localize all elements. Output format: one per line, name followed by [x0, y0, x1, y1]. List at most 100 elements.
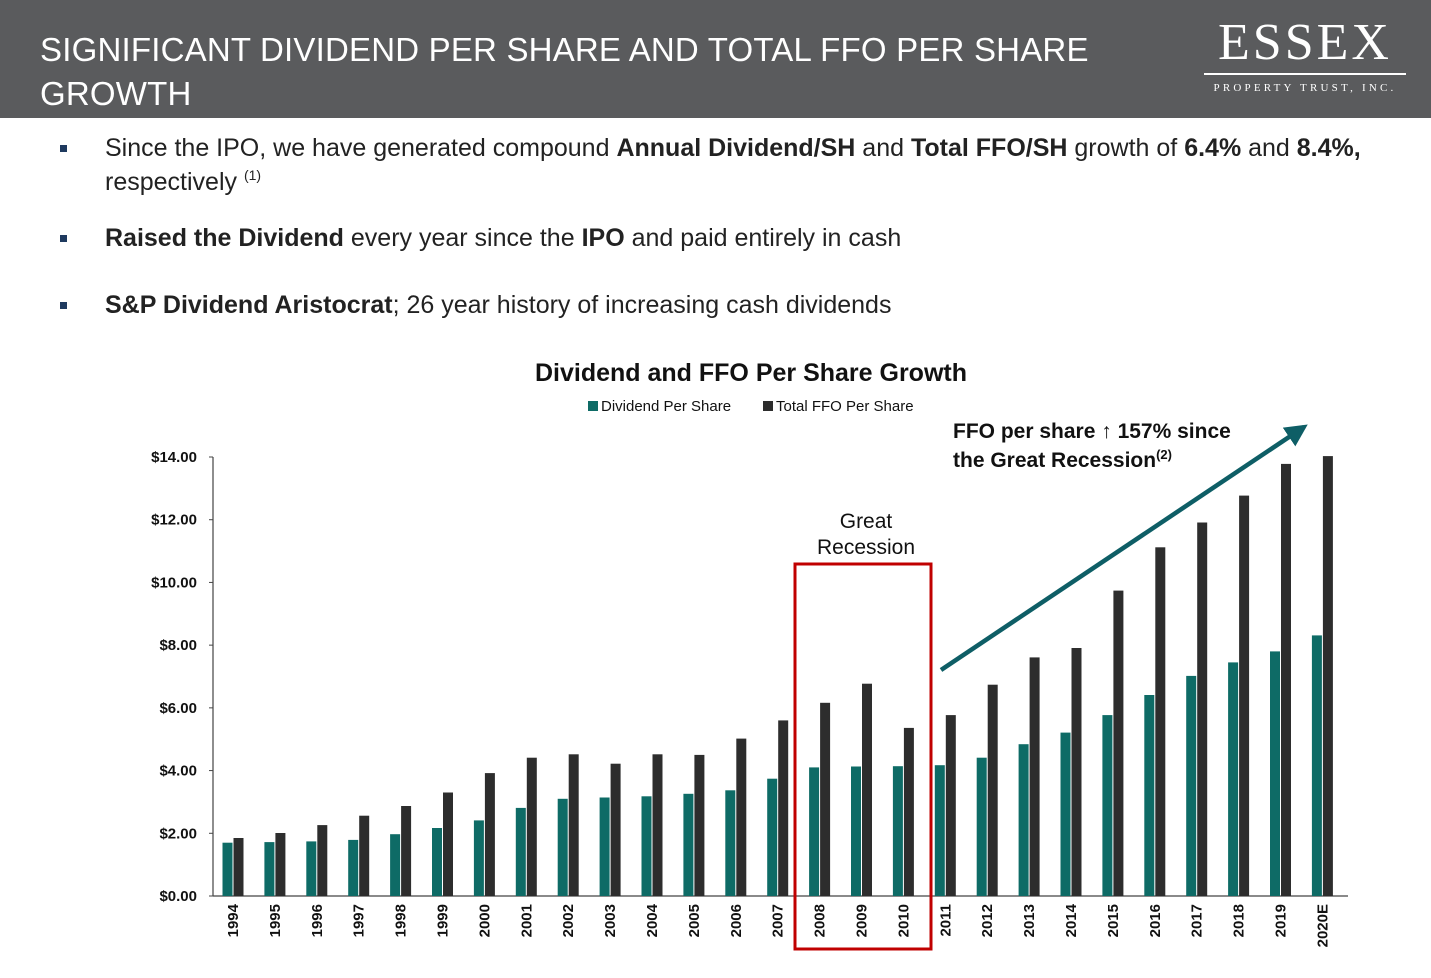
dividend-bar-1995 — [264, 842, 275, 896]
dividend-bar-1999 — [432, 828, 442, 896]
bullet-square-icon — [60, 145, 67, 152]
x-tick-label: 2011 — [937, 904, 954, 937]
dividend-bar-2015 — [1102, 715, 1113, 896]
ffo-bar-2010 — [903, 727, 914, 896]
x-tick-label: 1995 — [267, 904, 284, 937]
ffo-bar-2006 — [736, 738, 747, 896]
dividend-bar-2003 — [599, 797, 610, 896]
x-tick-label: 2020E — [1314, 904, 1331, 947]
logo-subtitle: PROPERTY TRUST, INC. — [1213, 82, 1397, 94]
y-tick-label: $4.00 — [159, 763, 197, 780]
legend-label-dividend: Dividend Per Share — [601, 398, 731, 415]
bullet-segment: respectively — [105, 168, 244, 196]
bullet-square-icon — [60, 235, 67, 242]
ffo-bar-2009 — [862, 683, 872, 896]
ffo-bar-2011 — [945, 715, 956, 896]
x-labels: 1994 1995 1996 1997 1998 1999 2000 2001 2002 2003… — [225, 903, 1331, 947]
y-tick-label: $6.00 — [159, 700, 197, 717]
ffo-bar-1998 — [401, 806, 412, 896]
bullet-segment: Annual Dividend/SH — [616, 134, 856, 162]
ffo-bar-2004 — [652, 754, 663, 896]
bars — [222, 456, 1333, 896]
ffo-bar-2013 — [1029, 657, 1040, 896]
x-tick-label: 2018 — [1231, 904, 1248, 937]
x-tick-label: 2009 — [854, 904, 871, 937]
header-bar: SIGNIFICANT DIVIDEND PER SHARE AND TOTAL… — [0, 0, 1431, 118]
bullet-footnote: (1) — [243, 167, 262, 183]
x-tick-label: 2015 — [1105, 904, 1122, 937]
legend-swatch-ffo — [763, 401, 773, 411]
x-tick-label: 2014 — [1063, 903, 1080, 937]
y-ticks: $0.00 $2.00 $4.00 $6.00 $8.00 $10.00 $12.00 $14… — [151, 449, 213, 905]
x-tick-label: 1994 — [225, 903, 242, 937]
bullet-segment: ; 26 year history of increasing cash div… — [392, 291, 892, 319]
bullet-segment: and paid entirely in cash — [624, 224, 902, 252]
page-title: SIGNIFICANT DIVIDEND PER SHARE AND TOTAL… — [40, 31, 1089, 112]
ffo-bar-2014 — [1071, 648, 1082, 896]
dividend-bar-2004 — [641, 796, 652, 896]
logo-wordmark: ESSEX — [1218, 14, 1392, 71]
bullet-segment: S&P Dividend Aristocrat — [105, 291, 393, 319]
bullet-square-icon — [60, 302, 67, 309]
dividend-bar-2014 — [1060, 732, 1071, 896]
chart-title: Dividend and FFO Per Share Growth — [535, 359, 967, 387]
x-tick-label: 2010 — [895, 904, 912, 937]
dividend-bar-2018 — [1228, 662, 1239, 896]
x-tick-label: 2001 — [518, 904, 535, 937]
y-tick-label: $14.00 — [151, 449, 197, 466]
bullet-segment: 6.4% — [1184, 134, 1242, 162]
recession-label-line2: Recession — [817, 536, 915, 559]
chart-legend: Dividend Per Share Total FFO Per Share — [588, 398, 914, 415]
recession-label-line1: Great — [840, 510, 893, 533]
ffo-bar-2001 — [526, 757, 537, 896]
x-tick-label: 2017 — [1189, 904, 1206, 937]
ffo-bar-2000 — [484, 773, 495, 896]
y-tick-label: $8.00 — [159, 637, 197, 654]
ffo-bar-2015 — [1113, 590, 1124, 896]
dividend-bar-2020E — [1311, 635, 1322, 896]
dividend-bar-2007 — [767, 778, 778, 896]
bullet-text: S&P Dividend Aristocrat; 26 year history… — [105, 288, 1375, 322]
dividend-bar-2017 — [1186, 675, 1197, 896]
dividend-bar-2006 — [725, 790, 736, 896]
legend-label-ffo: Total FFO Per Share — [776, 398, 914, 415]
bullet-segment: and — [1241, 134, 1297, 162]
ffo-bar-1995 — [275, 833, 286, 896]
ffo-bar-2020E — [1322, 456, 1333, 896]
y-tick-label: $2.00 — [159, 825, 197, 842]
y-tick-label: $10.00 — [151, 574, 197, 591]
ffo-bar-2017 — [1197, 522, 1208, 896]
x-tick-label: 2013 — [1021, 904, 1038, 937]
ffo-bar-2018 — [1239, 495, 1250, 896]
x-tick-label: 2016 — [1147, 904, 1164, 937]
bullet-segment: 8.4%, — [1296, 134, 1361, 162]
ffo-note-line1a: FFO per share — [953, 420, 1095, 443]
dividend-bar-2019 — [1270, 651, 1280, 896]
recession-highlight-box — [793, 562, 933, 951]
x-tick-label: 2002 — [560, 904, 577, 937]
x-tick-label: 1996 — [309, 904, 326, 937]
bullet-segment: every year since the — [343, 224, 582, 252]
ffo-bar-2019 — [1281, 463, 1291, 896]
bullet-segment: Raised the Dividend — [105, 224, 344, 252]
ffo-note-line2-text: the Great Recession — [953, 449, 1156, 472]
dividend-bar-2005 — [683, 793, 694, 896]
ffo-bar-1996 — [317, 825, 328, 896]
dividend-bar-2013 — [1018, 744, 1029, 896]
growth-arrow — [939, 424, 1308, 672]
x-tick-label: 2003 — [602, 904, 619, 937]
ffo-bar-1994 — [233, 838, 244, 896]
bullet-segment: and — [855, 134, 911, 162]
x-tick-label: 2012 — [979, 904, 996, 937]
dividend-bar-1994 — [222, 842, 233, 896]
ffo-bar-2003 — [610, 763, 621, 896]
dividend-bar-2016 — [1144, 695, 1155, 896]
ffo-bar-2007 — [778, 720, 789, 896]
bullet-segment: IPO — [581, 224, 625, 252]
ffo-bar-2012 — [987, 684, 998, 896]
x-tick-label: 2008 — [812, 904, 829, 937]
bullet-segment: Total FFO/SH — [910, 134, 1068, 162]
x-tick-label: 2019 — [1273, 904, 1290, 937]
ffo-bar-1999 — [443, 792, 453, 896]
ffo-bar-1997 — [359, 815, 370, 896]
